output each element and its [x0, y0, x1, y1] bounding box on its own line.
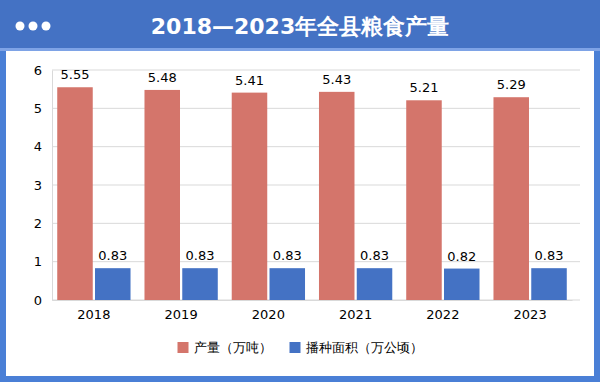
- data-label: 5.29: [497, 77, 526, 92]
- bar: [357, 268, 393, 300]
- bar: [232, 93, 268, 300]
- y-tick: 1: [34, 254, 52, 269]
- x-tick-label: 2020: [252, 307, 285, 322]
- data-label: 5.21: [410, 80, 439, 95]
- x-tick-label: 2022: [426, 307, 459, 322]
- y-tick: 0: [34, 293, 52, 308]
- bar: [444, 269, 480, 300]
- data-label: 0.82: [447, 249, 476, 264]
- y-tick-label: 5: [34, 101, 42, 116]
- bar: [319, 92, 355, 300]
- title-dot: [16, 22, 25, 31]
- bar: [270, 268, 306, 300]
- title-bar: [0, 0, 600, 50]
- y-axis: 0 1 2 3 4 5 6: [34, 63, 53, 308]
- y-tick-label: 0: [34, 293, 42, 308]
- x-tick: 2023: [514, 300, 547, 322]
- bar: [406, 100, 442, 300]
- data-label: 0.83: [186, 248, 215, 263]
- bar: [57, 87, 93, 300]
- y-tick: 5: [34, 101, 52, 116]
- legend-item: 播种面积（万公顷）: [290, 340, 423, 355]
- chart: 2018—2023年全县粮食产量012345620182019202020212…: [0, 0, 600, 382]
- legend-swatch: [290, 342, 301, 353]
- y-tick-label: 1: [34, 254, 42, 269]
- x-tick: 2022: [426, 300, 459, 322]
- bar: [144, 90, 180, 300]
- data-label: 0.83: [535, 248, 564, 263]
- y-axis-line: [52, 71, 53, 301]
- grid-line: [52, 70, 580, 71]
- y-tick: 2: [34, 216, 52, 231]
- x-tick: 2019: [165, 300, 198, 322]
- bar: [531, 268, 567, 300]
- x-tick: 2020: [252, 300, 285, 322]
- bar: [493, 97, 529, 300]
- y-tick: 3: [34, 178, 52, 193]
- data-label: 5.55: [61, 67, 90, 82]
- x-axis-line: [53, 300, 573, 301]
- y-tick-label: 3: [34, 178, 42, 193]
- bar: [182, 268, 218, 300]
- x-tick-label: 2019: [165, 307, 198, 322]
- legend: 产量（万吨） 播种面积（万公顷）: [178, 340, 423, 355]
- background: [0, 0, 600, 382]
- data-label: 5.43: [322, 72, 351, 87]
- data-labels: 5.55 5.48 5.41 5.43 5.21 5.29 0.83 0.83 0.83 0.83…: [61, 67, 564, 263]
- data-label: 0.83: [98, 248, 127, 263]
- title-bar-line: [0, 48, 600, 51]
- title-dot: [29, 22, 38, 31]
- title-dot: [42, 22, 51, 31]
- x-tick: 2018: [77, 300, 110, 322]
- x-axis: 2018 2019 2020 2021 2022 2023: [53, 300, 573, 322]
- x-tick-label: 2021: [339, 307, 372, 322]
- y-tick-label: 6: [34, 63, 42, 78]
- data-label: 5.41: [235, 73, 264, 88]
- bar: [95, 268, 131, 300]
- x-tick-label: 2018: [77, 307, 110, 322]
- y-tick: 4: [34, 139, 52, 154]
- legend-label: 播种面积（万公顷）: [306, 340, 423, 355]
- legend-swatch: [178, 342, 189, 353]
- y-tick-label: 4: [34, 139, 42, 154]
- data-label: 5.48: [148, 70, 177, 85]
- frame: [3, 3, 597, 379]
- title: 2018—2023年全县粮食产量: [151, 14, 449, 39]
- legend-item: 产量（万吨）: [178, 340, 272, 355]
- legend-label: 产量（万吨）: [194, 340, 272, 355]
- x-tick-label: 2023: [514, 307, 547, 322]
- grid: [52, 70, 580, 300]
- data-label: 0.83: [273, 248, 302, 263]
- x-tick: 2021: [339, 300, 372, 322]
- y-tick: 6: [34, 63, 52, 78]
- y-tick-label: 2: [34, 216, 42, 231]
- data-label: 0.83: [360, 248, 389, 263]
- bars: [57, 87, 567, 300]
